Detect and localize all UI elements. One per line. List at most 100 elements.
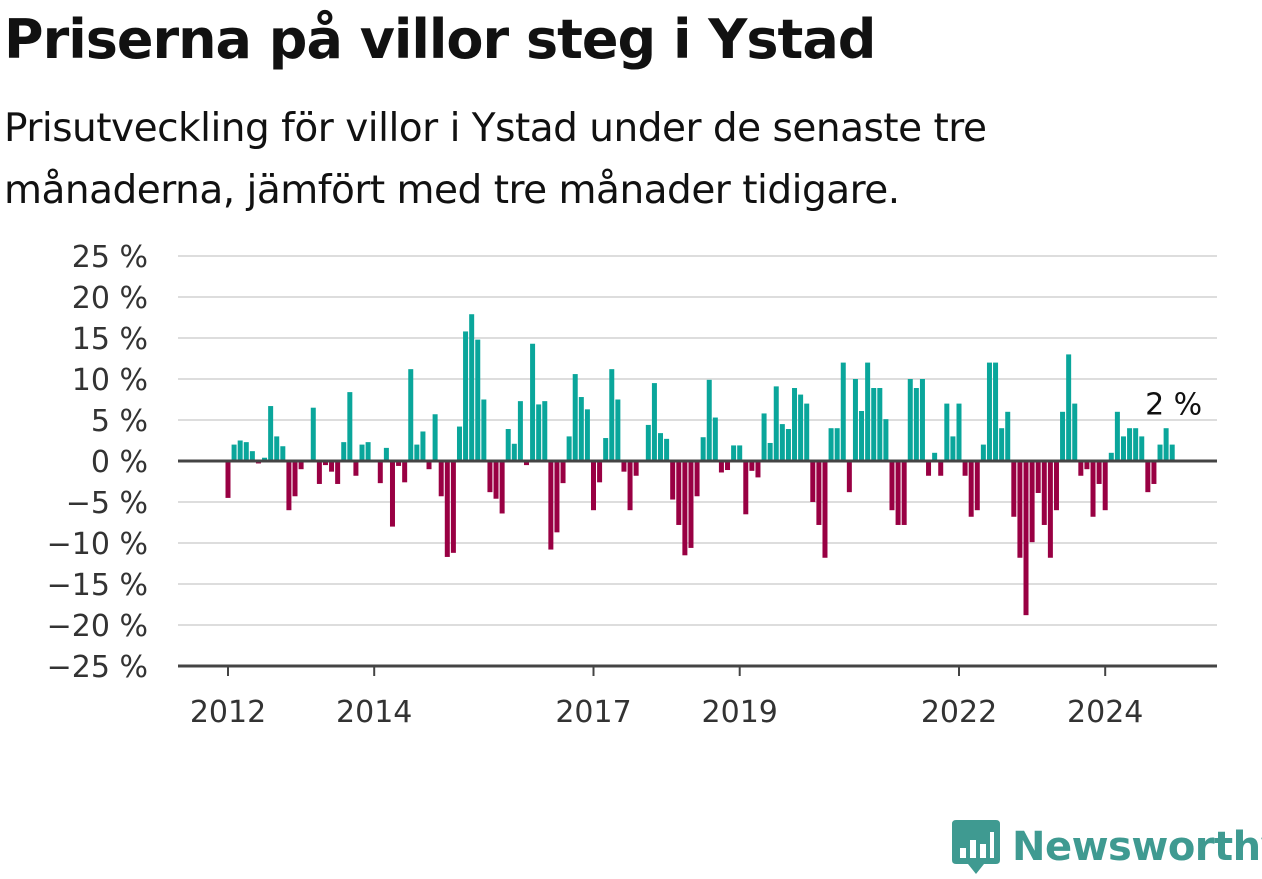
bar — [1047, 461, 1053, 558]
bar — [487, 461, 493, 493]
bar — [329, 461, 335, 472]
bar — [682, 461, 688, 556]
bar — [603, 438, 609, 461]
bar — [432, 414, 438, 461]
bar — [852, 379, 858, 461]
bar — [591, 461, 596, 511]
bar — [389, 461, 395, 527]
bar — [731, 445, 737, 461]
y-tick-label: −25 % — [47, 650, 148, 685]
latest-value-label: 2 % — [1145, 388, 1202, 423]
bar — [950, 436, 956, 461]
bar — [694, 461, 700, 497]
bar — [798, 394, 804, 461]
bar — [1145, 461, 1151, 493]
bar — [1163, 428, 1169, 461]
bar — [743, 461, 749, 515]
gridlines — [178, 255, 1217, 626]
bar — [932, 452, 938, 461]
bar — [1139, 436, 1145, 461]
bar — [298, 461, 304, 470]
bar — [804, 403, 810, 461]
bar — [1066, 354, 1072, 461]
bar — [1133, 428, 1139, 461]
bar — [353, 461, 359, 476]
bar — [481, 399, 487, 461]
bar — [816, 461, 822, 525]
bar — [530, 343, 536, 461]
bar — [676, 461, 682, 525]
x-tick-label: 2019 — [702, 695, 778, 730]
bar — [396, 461, 402, 466]
bar — [456, 426, 462, 461]
bar — [499, 461, 505, 514]
bar — [1102, 461, 1108, 511]
bar — [889, 461, 895, 511]
axes — [178, 459, 1217, 668]
annotations: 2 % — [1145, 388, 1202, 423]
bar — [231, 444, 237, 461]
y-tick-label: 5 % — [91, 404, 148, 439]
bar — [944, 403, 950, 461]
bar — [938, 461, 944, 476]
bar — [700, 437, 706, 461]
bar — [1072, 403, 1078, 461]
bar — [810, 461, 816, 502]
bar — [450, 461, 456, 553]
bar — [986, 362, 992, 461]
bar — [268, 406, 274, 461]
bar — [548, 461, 554, 550]
bar — [712, 417, 718, 461]
y-tick-label: 25 % — [72, 240, 148, 275]
bar — [1041, 461, 1047, 525]
bar — [536, 404, 542, 461]
bar — [1090, 461, 1096, 517]
y-tick-label: 15 % — [72, 322, 148, 357]
bar — [926, 461, 932, 476]
bar — [1017, 461, 1023, 558]
bar — [779, 424, 785, 461]
bar — [286, 461, 292, 511]
chart-subtitle: Prisutveckling för villor i Ystad under … — [4, 106, 987, 213]
bar — [505, 429, 511, 461]
bar — [1053, 461, 1059, 511]
bar — [597, 461, 603, 483]
bar — [706, 379, 712, 461]
bar — [627, 461, 633, 511]
bar — [755, 461, 761, 478]
bar — [1114, 411, 1120, 461]
bar — [335, 461, 341, 484]
bar — [1127, 428, 1133, 461]
bar — [828, 428, 834, 461]
bar — [359, 444, 365, 461]
bar — [365, 442, 371, 461]
bar — [383, 447, 389, 461]
bar — [773, 386, 779, 461]
y-tick-label: −15 % — [47, 568, 148, 603]
bar — [609, 369, 615, 461]
y-tick-label: 10 % — [72, 363, 148, 398]
bar — [341, 442, 347, 461]
bar — [554, 461, 560, 533]
bar — [1078, 461, 1084, 476]
bar — [347, 392, 353, 461]
bar — [1035, 461, 1041, 493]
x-tick-label: 2017 — [555, 695, 631, 730]
x-tick-label: 2022 — [921, 695, 997, 730]
bar — [767, 442, 773, 461]
y-tick-label: −20 % — [47, 609, 148, 644]
bar — [1169, 444, 1175, 461]
x-tick-label: 2014 — [336, 695, 412, 730]
y-tick-label: −10 % — [47, 527, 148, 562]
bar — [865, 362, 871, 461]
bar — [840, 362, 846, 461]
bar — [785, 429, 791, 461]
bar — [1011, 461, 1017, 517]
bar — [901, 461, 907, 525]
bar — [249, 451, 255, 461]
bar — [1157, 444, 1163, 461]
bar-chart-badge-icon — [952, 820, 1000, 874]
bar — [871, 388, 877, 461]
bar — [420, 431, 426, 461]
bar — [792, 388, 798, 461]
